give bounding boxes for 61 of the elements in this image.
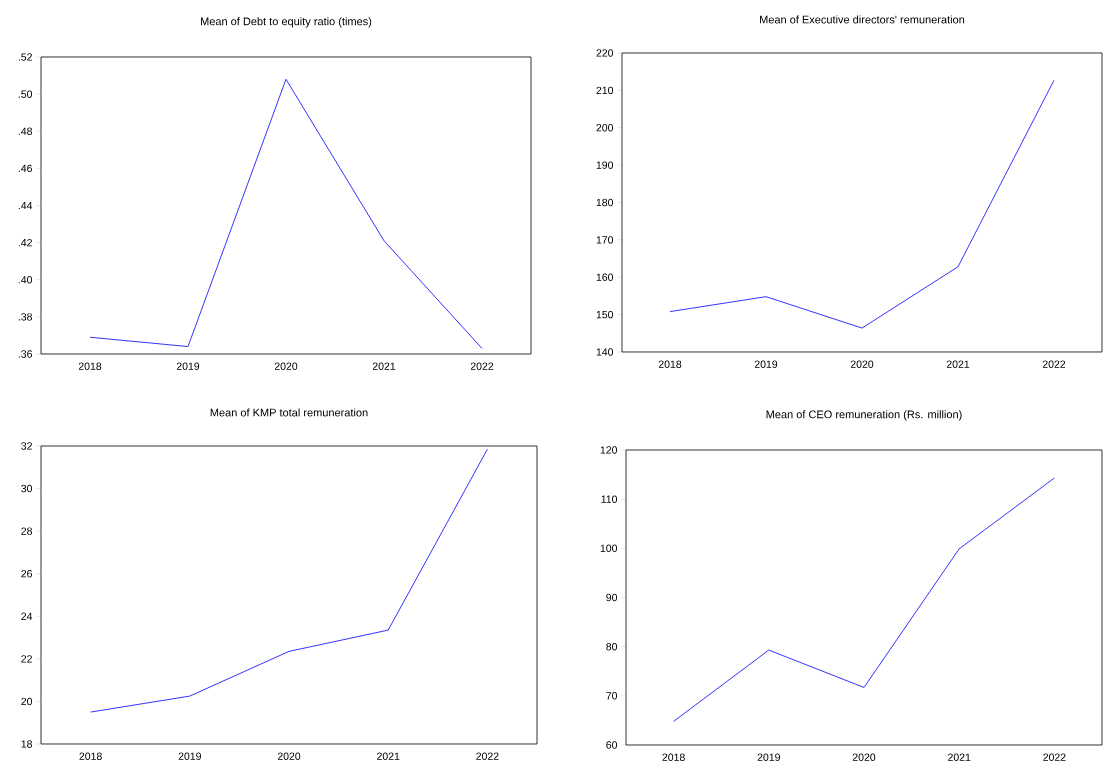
y-tick-label: 200: [596, 123, 614, 132]
chart-title: Mean of CEO remuneration (Rs. million): [766, 410, 962, 421]
y-tick-label: 150: [596, 310, 614, 319]
y-tick-label: 18: [21, 740, 33, 748]
line-series: [90, 448, 488, 713]
y-tick-label: .44: [18, 201, 33, 209]
x-tick-label: 2020: [274, 362, 298, 370]
x-tick-label: 2021: [372, 362, 396, 370]
y-tick-label: .50: [18, 90, 33, 98]
x-tick-label: 2018: [78, 362, 102, 370]
line-series: [669, 79, 1055, 329]
y-tick-label: 120: [600, 446, 618, 454]
y-tick-label: 60: [606, 741, 618, 749]
line-series: [89, 78, 483, 349]
x-tick-label: 2018: [79, 752, 102, 760]
x-tick-label: 2019: [176, 362, 200, 370]
y-tick-label: .40: [18, 275, 33, 284]
y-tick-label: 110: [601, 495, 618, 503]
y-tick-label: 22: [21, 655, 32, 663]
x-tick-label: 2018: [662, 753, 685, 761]
x-tick-label: 2018: [658, 360, 682, 368]
x-tick-label: 2020: [277, 752, 301, 760]
y-tick-label: 220: [596, 49, 614, 57]
y-tick-label: 28: [21, 527, 33, 535]
y-tick-label: 20: [21, 697, 33, 705]
y-tick-label: 170: [596, 236, 614, 244]
y-tick-label: 26: [21, 569, 33, 578]
chart-title: Mean of Executive directors' remuneration: [760, 15, 965, 24]
y-tick-label: 100: [600, 544, 618, 552]
y-tick-label: .36: [18, 350, 33, 358]
y-tick-label: 24: [21, 612, 33, 620]
y-tick-label: 90: [606, 593, 618, 602]
x-tick-label: 2020: [852, 753, 876, 761]
x-tick-label: 2021: [377, 752, 400, 760]
y-tick-label: .48: [18, 127, 33, 135]
x-tick-label: 2022: [1043, 753, 1066, 761]
x-tick-label: 2021: [946, 360, 970, 368]
y-tick-label: .46: [18, 164, 33, 172]
y-tick-label: 30: [21, 484, 33, 493]
x-tick-label: 2022: [470, 362, 494, 370]
x-tick-label: 2019: [757, 753, 780, 761]
y-tick-label: 32: [21, 442, 32, 450]
x-tick-label: 2020: [850, 360, 874, 368]
y-tick-label: 160: [596, 273, 614, 281]
y-tick-label: 70: [606, 691, 618, 700]
y-tick-label: 190: [596, 161, 614, 169]
x-tick-label: 2019: [178, 752, 201, 760]
x-tick-label: 2022: [476, 752, 499, 760]
y-tick-label: .42: [18, 238, 32, 247]
y-tick-label: 180: [596, 198, 614, 207]
x-tick-label: 2022: [1042, 360, 1066, 368]
x-tick-label: 2021: [948, 753, 971, 761]
chart-title: Mean of KMP total remuneration: [210, 408, 368, 417]
y-tick-label: .52: [18, 53, 32, 61]
y-tick-label: 210: [596, 86, 614, 94]
y-tick-label: .38: [18, 313, 33, 321]
x-tick-label: 2019: [754, 360, 778, 368]
chart-title: Mean of Debt to equity ratio (times): [201, 17, 372, 28]
y-tick-label: 140: [596, 348, 614, 356]
y-tick-label: 80: [606, 642, 618, 651]
line-series: [673, 477, 1055, 722]
